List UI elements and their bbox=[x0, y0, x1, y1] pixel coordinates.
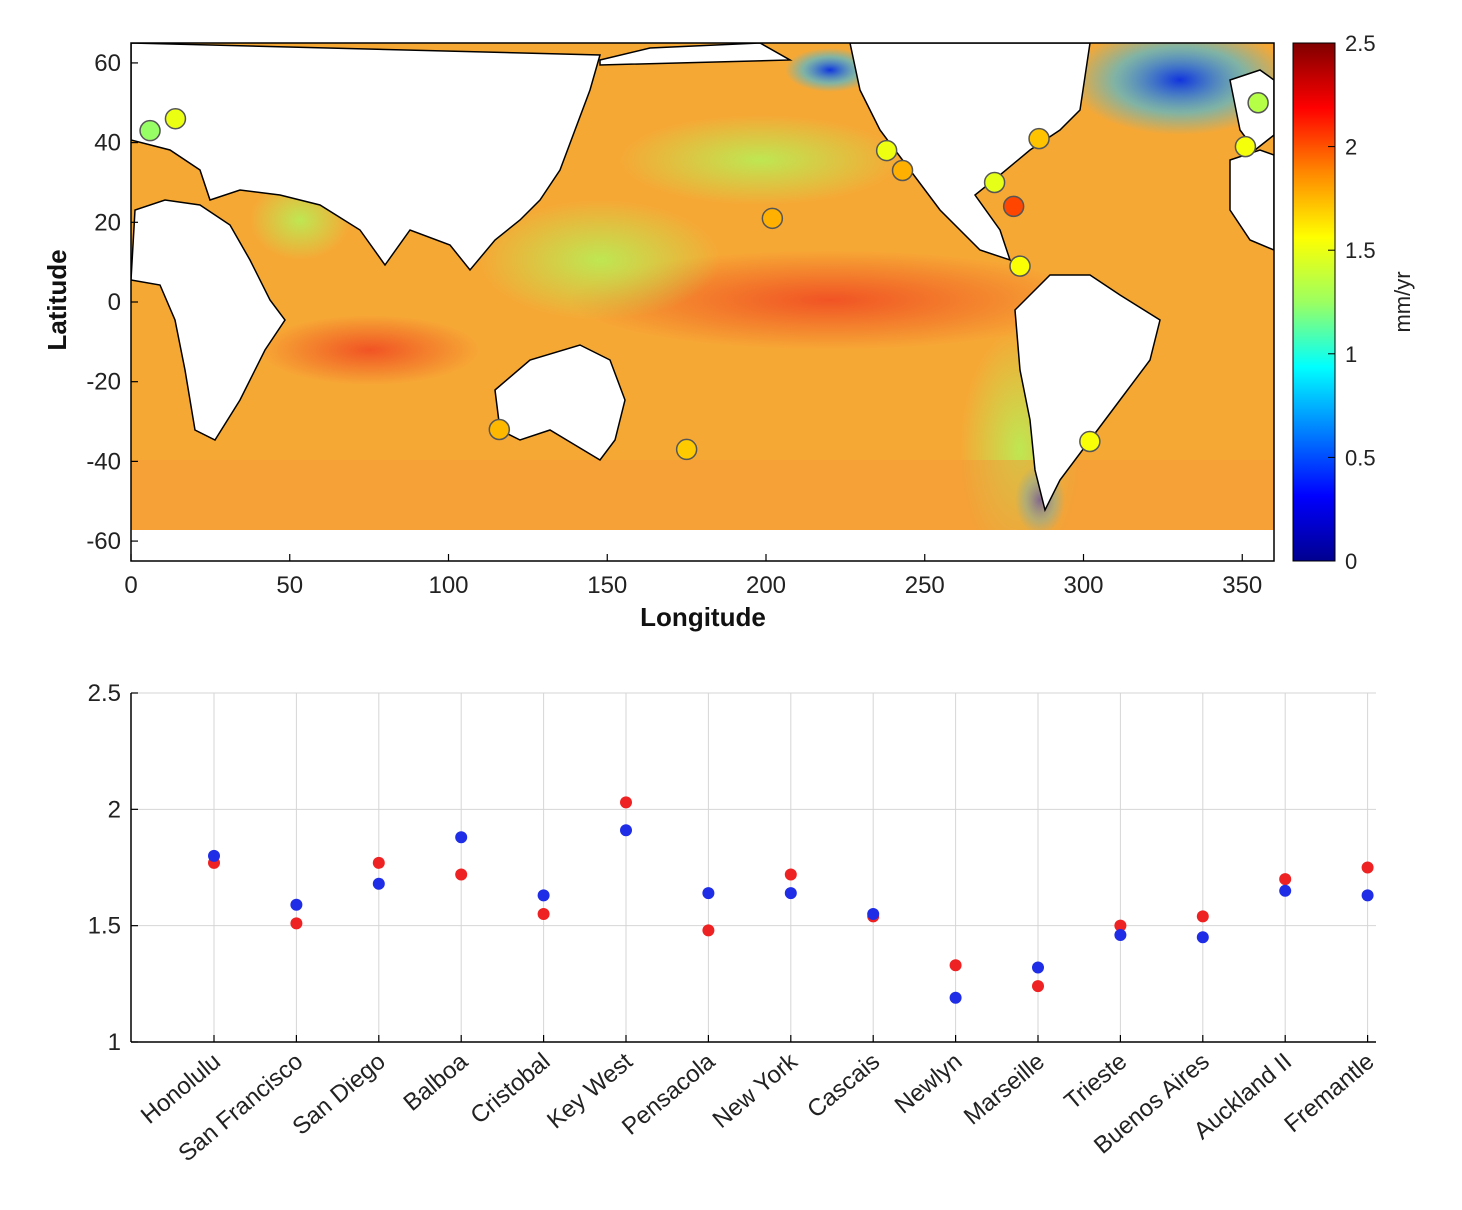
scatter-point-red bbox=[290, 917, 303, 930]
map-ylabel: Latitude bbox=[42, 249, 72, 350]
scatter-point-blue bbox=[1279, 884, 1292, 897]
station-marker bbox=[164, 107, 187, 130]
station-name-label: Cristobal bbox=[466, 1048, 556, 1130]
colorbar-label: mm/yr bbox=[1390, 271, 1415, 332]
station-marker bbox=[761, 207, 784, 230]
scatter-y-tick-label: 1 bbox=[108, 1029, 121, 1056]
station-marker bbox=[675, 438, 698, 461]
scatter-y-tick-label: 1.5 bbox=[88, 913, 121, 940]
map-x-tick-label: 150 bbox=[587, 572, 627, 599]
scatter-point-blue bbox=[1114, 928, 1127, 941]
colorbar-tick-label: 2 bbox=[1345, 135, 1357, 160]
scatter-y-tick-label: 2 bbox=[108, 796, 121, 823]
station-marker bbox=[1247, 92, 1269, 114]
station-marker bbox=[875, 139, 898, 162]
colorbar-ticks: 2.5 2 1.5 1 0.5 0 bbox=[1328, 31, 1376, 574]
station-name-label: Newlyn bbox=[890, 1048, 968, 1119]
station-marker bbox=[139, 119, 161, 142]
scatter-y-tick-label: 2.5 bbox=[88, 680, 121, 707]
colorbar-tick-label: 1 bbox=[1345, 342, 1357, 367]
colorbar-tick-label: 0.5 bbox=[1345, 445, 1376, 470]
map-y-ticks: 60 40 20 0 -20 -40 -60 bbox=[86, 50, 138, 555]
map-y-tick-label: -40 bbox=[86, 448, 121, 475]
map-x-tick-label: 200 bbox=[746, 572, 786, 599]
station-name-label: Fremantle bbox=[1279, 1048, 1379, 1138]
station-name-label: Balboa bbox=[398, 1047, 473, 1116]
station-name-label: Pensacola bbox=[617, 1047, 721, 1140]
map-x-tick-label: 0 bbox=[124, 572, 137, 599]
station-markers bbox=[139, 92, 1269, 461]
scatter-point-red bbox=[455, 868, 468, 881]
map-x-tick-label: 50 bbox=[276, 572, 303, 599]
scatter-point-blue bbox=[372, 877, 385, 890]
station-marker bbox=[1002, 195, 1025, 218]
station-marker bbox=[488, 418, 511, 441]
scatter-point-red bbox=[702, 924, 715, 937]
map-y-tick-label: -20 bbox=[86, 369, 121, 396]
map-y-tick-label: 20 bbox=[94, 209, 121, 236]
map-y-tick-label: 0 bbox=[108, 289, 121, 316]
map-x-tick-label: 250 bbox=[905, 572, 945, 599]
scatter-point-blue bbox=[208, 849, 220, 862]
scatter-point-blue bbox=[702, 887, 715, 900]
scatter-point-red bbox=[620, 796, 632, 809]
colorbar-tick-label: 1.5 bbox=[1345, 238, 1376, 263]
station-marker bbox=[1028, 127, 1050, 150]
scatter-grid bbox=[131, 692, 1376, 1043]
land-masses bbox=[131, 43, 1274, 513]
map-y-tick-label: 40 bbox=[94, 130, 121, 157]
scatter-point-red bbox=[1114, 919, 1127, 932]
scatter-point-blue bbox=[455, 831, 468, 844]
scatter-point-blue bbox=[290, 898, 303, 911]
station-marker bbox=[1009, 255, 1031, 277]
station-marker bbox=[891, 159, 914, 182]
station-name-label: Marseille bbox=[959, 1048, 1050, 1130]
scatter-point-red bbox=[1361, 861, 1374, 874]
station-name-label: New York bbox=[708, 1047, 804, 1133]
scatter-point-blue bbox=[1361, 889, 1374, 902]
map-x-tick-label: 300 bbox=[1063, 572, 1103, 599]
scatter-point-red bbox=[537, 908, 550, 921]
station-name-label: Trieste bbox=[1059, 1048, 1132, 1115]
colorbar-tick-label: 0 bbox=[1345, 549, 1357, 574]
station-marker bbox=[1079, 430, 1101, 453]
colorbar-tick-label: 2.5 bbox=[1345, 31, 1376, 56]
scatter-points bbox=[208, 796, 1374, 1004]
scatter-point-blue bbox=[949, 991, 962, 1004]
scatter-point-blue bbox=[784, 887, 797, 900]
scatter-point-red bbox=[1196, 910, 1209, 923]
map-field bbox=[131, 43, 1274, 561]
station-name-label: Cascais bbox=[802, 1048, 885, 1124]
scatter-point-red bbox=[784, 868, 797, 881]
map-x-tick-label: 350 bbox=[1222, 572, 1262, 599]
scatter-point-blue bbox=[1196, 931, 1209, 944]
scatter-point-red bbox=[949, 959, 962, 972]
scatter-point-red bbox=[1032, 980, 1044, 993]
scatter-point-blue bbox=[867, 908, 880, 921]
scatter-point-red bbox=[372, 856, 385, 869]
scatter-y-ticks: 2.5 2 1.5 1 bbox=[88, 680, 138, 1056]
map-y-tick-label: -60 bbox=[86, 528, 121, 555]
map-y-tick-label: 60 bbox=[94, 50, 121, 77]
scatter-point-blue bbox=[1032, 961, 1044, 974]
map-x-tick-label: 100 bbox=[428, 572, 468, 599]
station-name-label: San Diego bbox=[287, 1048, 390, 1141]
map-xlabel: Longitude bbox=[640, 602, 766, 632]
scatter-point-red bbox=[1279, 873, 1292, 886]
scatter-point-blue bbox=[537, 889, 550, 902]
station-marker bbox=[1234, 135, 1257, 158]
scatter-point-blue bbox=[620, 824, 632, 837]
map-x-ticks: 0 50 100 150 200 250 300 350 bbox=[124, 554, 1262, 599]
colorbar bbox=[1292, 42, 1336, 562]
station-marker bbox=[983, 171, 1006, 194]
